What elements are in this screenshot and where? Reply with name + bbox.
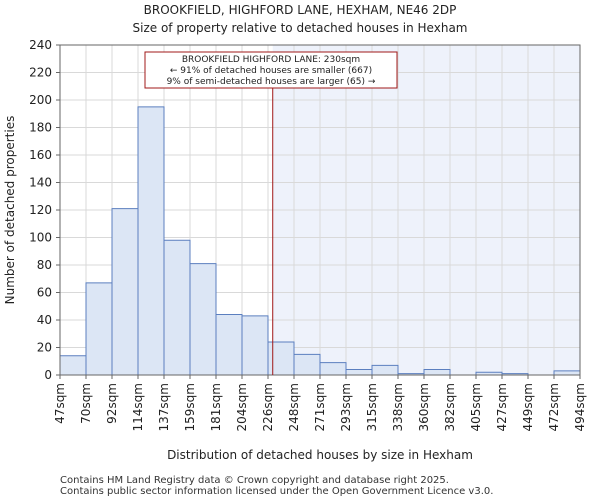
y-axis-label: Number of detached properties [3, 116, 17, 305]
annotation-box-frame [144, 51, 398, 89]
annotation-line-2: ← 91% of detached houses are smaller (66… [170, 66, 372, 76]
y-tick-label: 80 [37, 258, 52, 272]
y-tick-label: 140 [29, 176, 52, 190]
y-tick-label: 120 [29, 203, 52, 217]
bar-360sqm [423, 369, 451, 376]
x-tick-label: 293sqm [339, 383, 353, 431]
x-tick-label: 181sqm [209, 383, 223, 431]
bar-137sqm [163, 239, 191, 376]
x-tick-label: 472sqm [547, 383, 561, 431]
bar-114sqm [137, 106, 165, 376]
y-tick-label: 100 [29, 231, 52, 245]
x-tick-label: 70sqm [79, 383, 93, 424]
bar-271sqm [319, 362, 347, 376]
x-tick-label: 137sqm [157, 383, 171, 431]
x-tick-label: 360sqm [417, 383, 431, 431]
x-tick-label: 47sqm [53, 383, 67, 424]
x-tick-label: 382sqm [443, 383, 457, 431]
annotation-line-1: BROOKFIELD HIGHFORD LANE: 230sqm [182, 55, 360, 65]
chart-title-line1: BROOKFIELD, HIGHFORD LANE, HEXHAM, NE46 … [144, 3, 457, 17]
bar-181sqm [215, 314, 243, 376]
x-tick-label: 226sqm [261, 383, 275, 431]
y-tick-labels: 0 20 40 60 80 100 120 140 160 180 200 220 240 [29, 38, 60, 382]
x-tick-label: 449sqm [521, 383, 535, 431]
y-tick-label: 180 [29, 121, 52, 135]
y-tick-label: 60 [37, 286, 52, 300]
footer-line2: Contains public sector information licen… [60, 486, 493, 497]
bar-472sqm [553, 370, 581, 376]
x-tick-labels: 47sqm 70sqm 92sqm 114sqm 137sqm 159sqm 181sqm 2… [53, 375, 587, 431]
y-tick-label: 240 [29, 38, 52, 52]
x-axis-label: Distribution of detached houses by size … [167, 448, 473, 462]
x-tick-label: 315sqm [365, 383, 379, 431]
chart-titles: BROOKFIELD, HIGHFORD LANE, HEXHAM, NE46 … [133, 3, 468, 35]
annotation-line-3: 9% of semi-detached houses are larger (6… [167, 77, 376, 87]
bar-248sqm [293, 353, 321, 376]
x-tick-label: 114sqm [131, 383, 145, 431]
y-tick-label: 200 [29, 93, 52, 107]
y-tick-label: 160 [29, 148, 52, 162]
bar-204sqm [241, 315, 269, 376]
y-tick-label: 40 [37, 313, 52, 327]
bar-315sqm [371, 364, 399, 376]
bar-159sqm [189, 263, 217, 376]
bar-293sqm [345, 369, 373, 376]
bar-70sqm [85, 282, 113, 376]
bar-47sqm [59, 355, 87, 376]
x-tick-label: 405sqm [469, 383, 483, 431]
x-tick-label: 338sqm [391, 383, 405, 431]
y-tick-label: 20 [37, 341, 52, 355]
x-tick-label: 427sqm [495, 383, 509, 431]
footer-line1: Contains HM Land Registry data © Crown c… [60, 475, 449, 486]
bar-92sqm [111, 208, 139, 376]
x-tick-label: 271sqm [313, 383, 327, 431]
annotation-box: BROOKFIELD HIGHFORD LANE: 230sqm ← 91% o… [144, 51, 398, 89]
y-tick-label: 220 [29, 66, 52, 80]
bar-226sqm [267, 341, 295, 376]
x-tick-label: 92sqm [105, 383, 119, 424]
x-tick-label: 494sqm [573, 383, 587, 431]
x-tick-label: 248sqm [287, 383, 301, 431]
y-tick-label: 0 [44, 368, 52, 382]
x-tick-label: 159sqm [183, 383, 197, 431]
chart-title-line2: Size of property relative to detached ho… [133, 21, 468, 35]
x-tick-label: 204sqm [235, 383, 249, 431]
